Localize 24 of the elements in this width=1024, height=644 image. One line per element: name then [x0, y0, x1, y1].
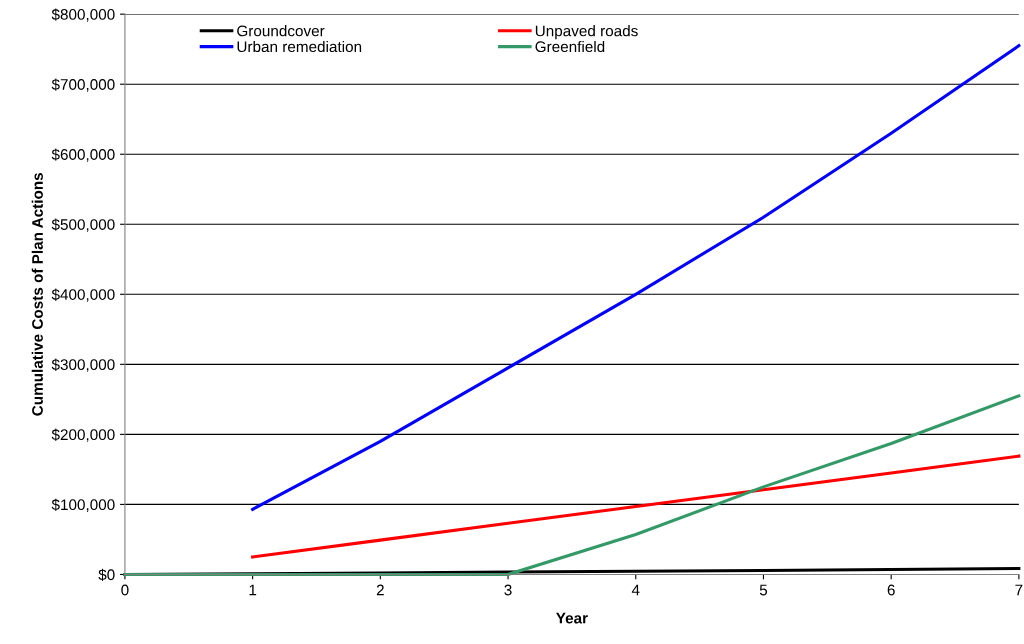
x-tick-label: 5 [759, 584, 768, 596]
y-tick-label: $0 [98, 568, 115, 582]
legend-label: Unpaved roads [535, 25, 638, 40]
x-tick-label: 4 [631, 584, 640, 596]
x-tick-label: 7 [1015, 584, 1023, 596]
legend-label: Greenfield [535, 40, 605, 53]
x-axis-title: Year [556, 612, 588, 624]
y-axis-title: Cumulative Costs of Plan Actions [31, 172, 43, 416]
x-tick-label: 1 [249, 584, 257, 596]
x-tick-label: 3 [504, 584, 512, 596]
line-series [251, 454, 1021, 559]
y-tick-label: $400,000 [51, 288, 115, 302]
y-tick-label: $100,000 [51, 498, 115, 512]
legend-label: Groundcover [237, 25, 325, 37]
x-tick-label: 0 [121, 584, 129, 596]
x-tick-label: 2 [376, 584, 384, 596]
y-tick-label: $500,000 [51, 218, 115, 232]
y-tick-label: $300,000 [51, 358, 115, 372]
x-tick-label: 6 [887, 584, 895, 596]
y-tick-label: $800,000 [51, 8, 115, 22]
y-tick-label: $600,000 [51, 148, 115, 162]
y-tick-label: $200,000 [51, 428, 115, 442]
legend-label: Urban remediation [237, 40, 362, 53]
y-tick-label: $700,000 [51, 78, 115, 92]
